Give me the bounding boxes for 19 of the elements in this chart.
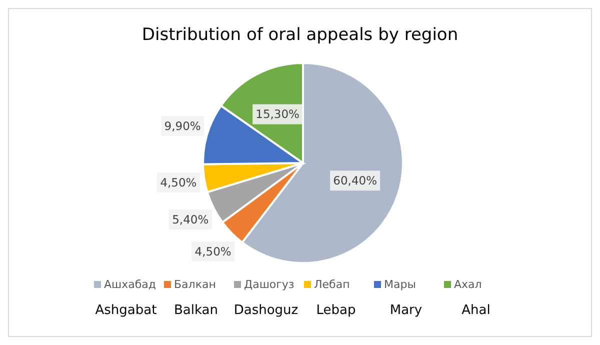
legend-label: Мары bbox=[384, 278, 416, 291]
legend-label: Балкан bbox=[174, 278, 216, 291]
text: Balkan bbox=[174, 303, 218, 318]
data-label: 5,40% bbox=[172, 212, 209, 226]
text: Mary bbox=[390, 303, 422, 318]
legend-label: Дашогуз bbox=[244, 278, 294, 291]
legend-label: Лебап bbox=[314, 278, 350, 291]
text: Ahal bbox=[462, 303, 490, 318]
legend-label: Ахал bbox=[454, 278, 482, 291]
data-label: 4,50% bbox=[160, 175, 197, 190]
data-label: 4,50% bbox=[194, 244, 232, 258]
chart-title: Distribution of oral appeals by region bbox=[142, 25, 458, 45]
text: Lebap bbox=[316, 303, 356, 318]
text: Ashgabat bbox=[95, 303, 157, 318]
legend-label: Ашхабад bbox=[104, 278, 156, 291]
data-label: 15,30% bbox=[256, 107, 300, 122]
data-label: 60,40% bbox=[333, 174, 378, 188]
text: Dashoguz bbox=[234, 303, 298, 318]
data-label: 9,90% bbox=[164, 118, 201, 133]
